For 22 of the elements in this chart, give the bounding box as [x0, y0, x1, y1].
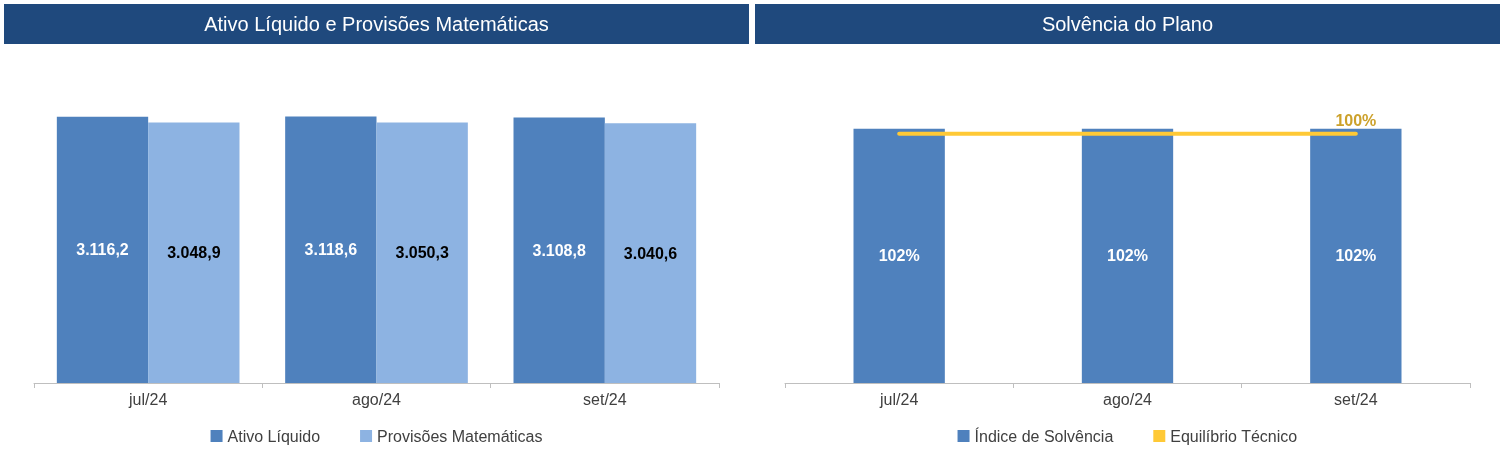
x-tick-label: set/24	[583, 390, 627, 408]
data-label: 3.118,6	[304, 241, 358, 259]
data-label: 3.108,8	[532, 241, 586, 259]
data-label: 3.050,3	[395, 244, 449, 262]
data-label: 3.040,6	[623, 244, 678, 262]
x-tick-label: jul/24	[879, 390, 919, 408]
chart-title: Solvência do Plano	[755, 4, 1500, 44]
data-label: 100%	[1335, 112, 1377, 130]
legend-label: Equilíbrio Técnico	[1170, 427, 1298, 445]
data-label: 3.048,9	[167, 244, 221, 262]
chart-title: Ativo Líquido e Provisões Matemáticas	[4, 4, 749, 44]
x-tick-label: jul/24	[128, 390, 168, 408]
data-label: 3.116,2	[76, 241, 129, 259]
x-tick-label: ago/24	[352, 390, 402, 408]
data-label: 102%	[878, 247, 920, 265]
legend-label: Índice de Solvência	[974, 426, 1114, 445]
x-tick-label: ago/24	[1103, 390, 1153, 408]
x-tick-label: set/24	[1334, 390, 1378, 408]
legend-label: Ativo Líquido	[227, 427, 321, 445]
data-label: 102%	[1107, 247, 1148, 265]
legend-label: Provisões Matemáticas	[377, 427, 543, 445]
data-label: 102%	[1335, 247, 1377, 265]
